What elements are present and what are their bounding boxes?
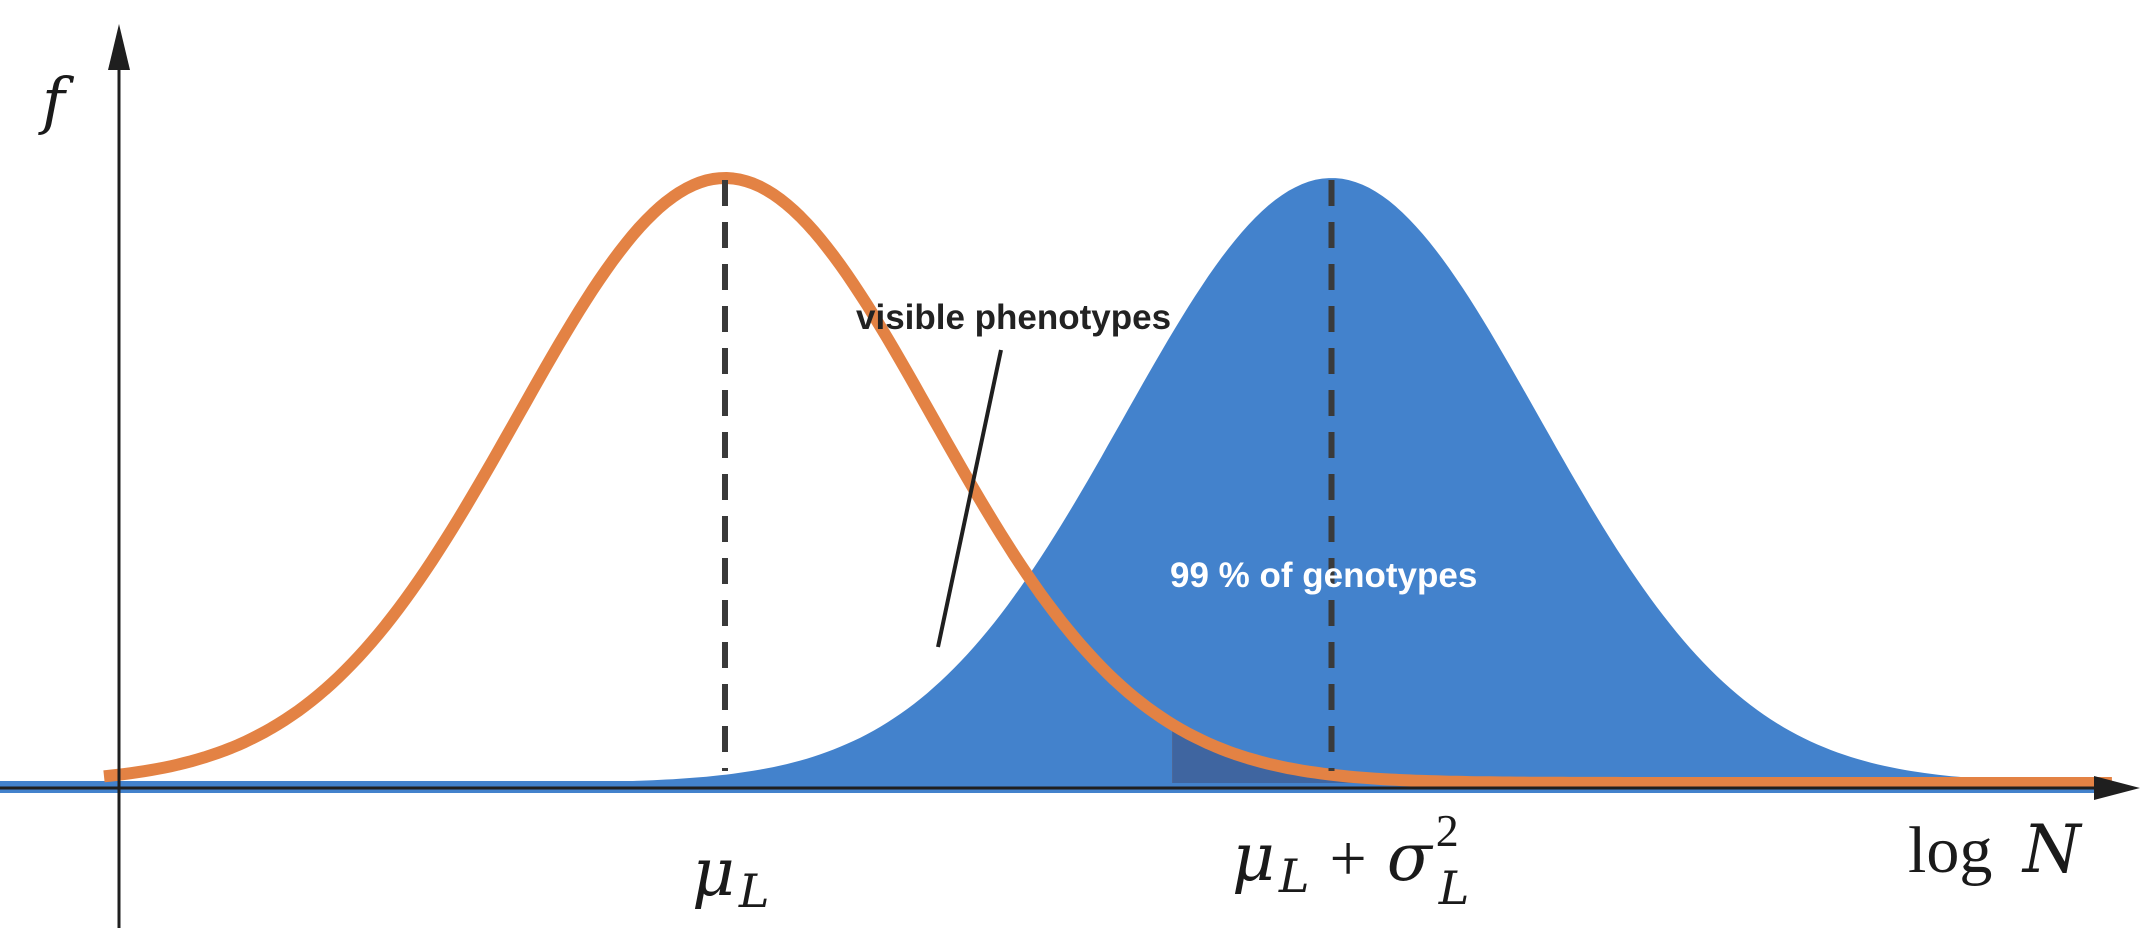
x-axis-label-variable: N <box>2021 811 2083 888</box>
tick2-sigma-symbol: σ <box>1387 819 1434 896</box>
tick-label-mean: μ L <box>692 834 769 918</box>
tick-label-shifted-mean: μ L + σ 2 L <box>1232 805 1469 915</box>
y-axis-label: f <box>38 64 75 137</box>
x-axis-arrowhead <box>2094 776 2140 800</box>
x-axis-label-log: log <box>1908 814 1992 887</box>
tick2-mu-symbol: μ <box>1232 819 1275 896</box>
tick2-mu-subscript: L <box>1278 849 1310 903</box>
visible-phenotypes-label: visible phenotypes <box>856 298 1171 337</box>
genotypes-share-label: 99 % of genotypes <box>1170 556 1477 595</box>
tick2-sigma-superscript: 2 <box>1436 805 1459 856</box>
tick2-plus: + <box>1329 822 1366 895</box>
tick-mu-symbol: μ <box>692 834 735 911</box>
tick-mu-subscript: L <box>738 864 770 918</box>
annotation-pointer-line <box>936 349 1003 648</box>
x-axis-label: log N <box>1908 811 2083 888</box>
genotype-distribution-area <box>104 178 2112 784</box>
overlap-area <box>1172 724 2112 783</box>
y-axis-arrowhead <box>108 24 130 70</box>
tick2-sigma-subscript: L <box>1438 861 1470 915</box>
phenotype-distribution-curve <box>103 172 2112 789</box>
